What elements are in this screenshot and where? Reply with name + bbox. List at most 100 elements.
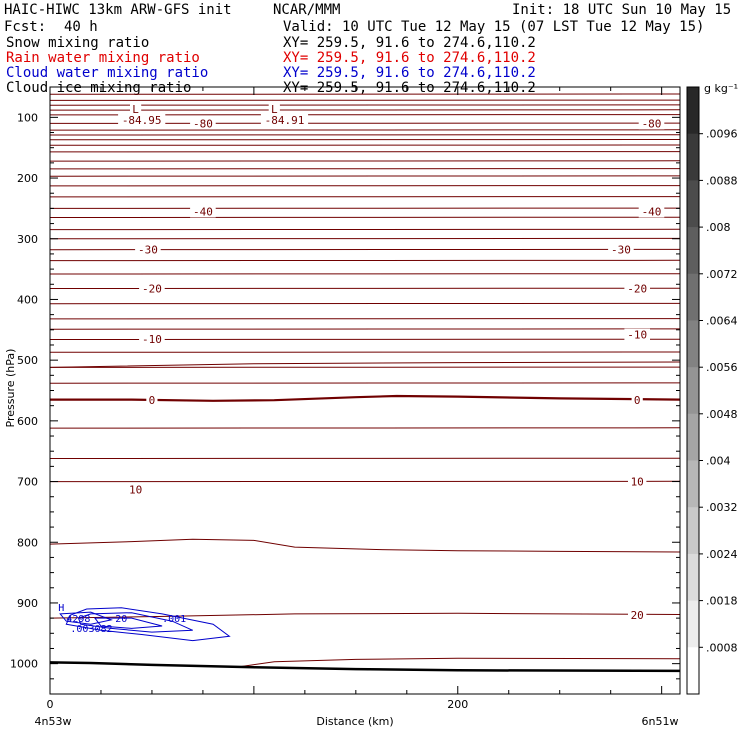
snow-field-xy: XY= 259.5, 91.6 to 274.6,110.2: [283, 35, 536, 51]
colorbar-tick-label: .0008: [706, 641, 738, 654]
cloud-water-contour: [93, 617, 163, 629]
contour-label-bg: [130, 102, 142, 115]
colorbar: .0096 .0088 .008 .0072 .0064 .0056 .0048 .004 .0…: [686, 82, 738, 695]
temperature-contour-label: L: [271, 103, 278, 116]
temperature-contour-label: -80: [193, 117, 213, 130]
cloud-water-field-label: Cloud water mixing ratio: [6, 65, 209, 81]
isotherm-line: [49, 361, 681, 368]
contour-labels: -84.95L-80 -84.91L-80-40 -40-30 -30-20 -20-1…: [58, 102, 665, 635]
colorbar-swatch: [687, 553, 699, 602]
organization: NCAR/MMM: [273, 2, 341, 18]
colorbar-tick-label: .0018: [706, 595, 738, 608]
colorbar-frame: [686, 86, 700, 695]
cloud-contour-label: .001: [162, 614, 186, 625]
x-tick-label: 200: [447, 698, 468, 711]
terrain-line: [49, 661, 681, 673]
temperature-contour-label: -10: [142, 333, 162, 346]
isotherm-line: [49, 612, 681, 619]
cloud-water-field-xy: XY= 259.5, 91.6 to 274.6,110.2: [283, 65, 536, 81]
y-tick-label: 400: [17, 293, 38, 306]
colorbar-swatch: [687, 227, 699, 275]
init-time: Init: 18 UTC Sun 10 May 15: [512, 2, 732, 18]
colorbar-tick-label: .0088: [706, 174, 738, 187]
right-location-label: 6n51w: [642, 715, 679, 728]
left-location-label: 4n53w: [35, 715, 72, 728]
contour-label-bg: [139, 332, 165, 345]
colorbar-swatch: [687, 647, 699, 695]
contour-label-bg: [608, 243, 634, 256]
temperature-contour-label: 10: [129, 483, 142, 496]
contour-label-bg: [139, 282, 165, 295]
cloud-contour-label: 4298: [66, 614, 90, 625]
temperature-contour-label: 20: [631, 609, 644, 622]
cloud-contour-label: .003082: [70, 624, 112, 635]
contour-label-bg: [628, 609, 647, 622]
cloud-water-contours: [59, 607, 231, 642]
isotherm-line: [239, 657, 681, 668]
plot-axes: [49, 86, 681, 695]
model-title: HAIC-HIWC 13km ARW-GFS init: [4, 2, 232, 18]
contour-label-bg: [146, 394, 158, 407]
freezing-level-line: [50, 394, 681, 402]
contour-label-bg: [190, 117, 216, 130]
contour-label-bg: [624, 328, 650, 341]
y-tick-label: 100: [17, 111, 38, 124]
y-tick-label: 600: [17, 415, 38, 428]
colorbar-tick-label: .0048: [706, 408, 738, 421]
contour-label-bg: [135, 243, 161, 256]
colorbar-swatch: [687, 460, 699, 508]
y-tick-label: 300: [17, 233, 38, 246]
temperature-contour-label: 0: [634, 394, 641, 407]
contour-label-bg: [190, 205, 216, 218]
y-tick-label: 500: [17, 354, 38, 367]
contour-label-bg: [118, 113, 166, 126]
temperature-contour-label: -30: [138, 244, 158, 257]
y-tick-label: 700: [17, 476, 38, 489]
y-tick-label: 800: [17, 536, 38, 549]
temperature-contour-label: -10: [627, 329, 647, 342]
colorbar-unit: g kg⁻¹: [704, 82, 738, 95]
colorbar-swatch: [687, 600, 699, 648]
colorbar-tick-label: .0032: [706, 501, 738, 514]
temperature-contour-label: -20: [142, 283, 162, 296]
colorbar-tick-label: .004: [706, 455, 731, 468]
colorbar-tick-label: .0072: [706, 268, 738, 281]
contour-label-bg: [628, 475, 647, 488]
rain-field-xy: XY= 259.5, 91.6 to 274.6,110.2: [283, 50, 536, 66]
rain-field-label: Rain water mixing ratio: [6, 50, 200, 66]
temperature-contour-label: -84.91: [265, 114, 305, 127]
colorbar-swatch: [687, 180, 699, 228]
x-tick-label: 0: [47, 698, 54, 711]
colorbar-tick-label: .0096: [706, 128, 738, 141]
colorbar-swatch: [687, 507, 699, 555]
temperature-contour-label: 0: [149, 394, 156, 407]
colorbar-swatch: [687, 413, 699, 461]
terrain-surface: [49, 661, 681, 673]
contour-label-bg: [126, 483, 145, 496]
colorbar-tick-label: .0064: [706, 315, 738, 328]
temperature-contour-label: -80: [642, 117, 662, 130]
plot-frame: [49, 86, 681, 695]
y-tick-label: 1000: [10, 658, 38, 671]
temperature-contour-label: -40: [642, 205, 662, 218]
forecast-label: Fcst:: [4, 19, 47, 35]
cloud-ice-field-label: Cloud ice mixing ratio: [6, 80, 192, 96]
cloud-water-contour: [77, 612, 193, 633]
contour-label-bg: [631, 394, 643, 407]
temperature-contour-label: -20: [627, 283, 647, 296]
y-axis-label: Pressure (hPa): [4, 349, 17, 428]
colorbar-swatch: [687, 273, 699, 321]
colorbar-swatch: [687, 367, 699, 415]
cloud-contour-label: H: [58, 603, 64, 614]
valid-time: Valid: 10 UTC Tue 12 May 15 (07 LST Tue …: [283, 19, 705, 35]
forecast-hours: 40 h: [64, 19, 98, 35]
cloud-water-contour: [59, 611, 113, 625]
x-axis-label: Distance (km): [316, 715, 393, 728]
contour-label-bg: [268, 102, 280, 115]
isotherm-line: [49, 538, 681, 553]
temperature-contour-label: 10: [631, 476, 644, 489]
colorbar-tick-label: .0056: [706, 361, 738, 374]
temperature-contour-label: -84.95: [122, 114, 162, 127]
